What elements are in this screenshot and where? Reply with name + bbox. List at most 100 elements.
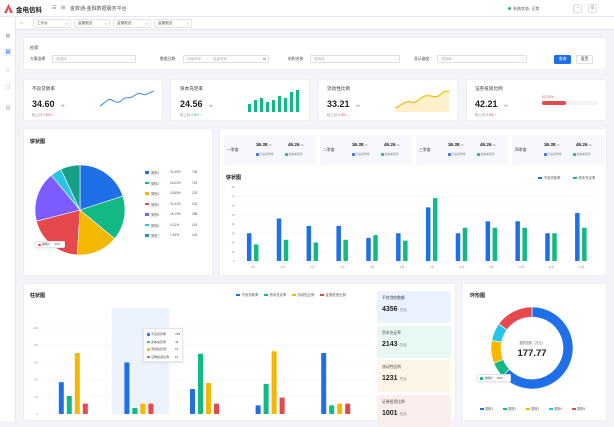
ring-segment[interactable] [498,306,533,331]
org-select[interactable]: 请选择 ⌄ [310,55,400,63]
date-range-input[interactable]: 开始时间 – 结束时间 ▦ [183,55,269,63]
bar[interactable] [425,207,431,261]
monthly-bar-chart: 0 10 20 30 40 50 60 70 80 1月 2月 3月 4月 5月 6月 7月 8月 9月 10月 11… [232,185,596,269]
pie-slice[interactable] [34,174,81,222]
kpi-value: 34.60 [32,99,55,109]
pie-slice[interactable] [79,164,124,211]
sidebar-file-icon[interactable]: ▢ [5,84,11,90]
sidebar-document-icon[interactable]: ▤ [4,48,12,56]
legend-label: 类别4 [554,407,563,411]
tab-report-2[interactable]: 监管报送 × [113,19,151,28]
bar[interactable] [396,233,401,261]
menu-icon[interactable]: ☰ [52,5,57,11]
close-icon[interactable]: × [65,21,68,26]
column-bar[interactable] [74,352,80,414]
legend-label: 类别2 [151,181,160,186]
reset-button[interactable]: 重置 [576,55,593,64]
column-bar[interactable] [345,403,351,414]
ring-segment[interactable] [490,339,504,364]
ring-chart [490,306,574,390]
bar[interactable] [373,235,378,261]
quarter-value-a: 36.38% [448,142,464,147]
sidebar-chart-icon[interactable]: ▥ [5,105,11,111]
column-bar[interactable] [329,405,335,414]
bar[interactable] [575,212,580,261]
column-bar[interactable] [58,382,64,414]
bar[interactable] [343,239,348,261]
quarter-value-a-number: 36.38 [352,142,364,147]
column-tooltip: 不良贷款率 768 资本充足率 43 流动性比例 12 证券投资比例 12 [143,328,183,362]
column-bar[interactable] [255,405,261,414]
close-icon[interactable]: × [186,21,189,26]
bar[interactable] [403,240,408,261]
quarter-value-b: 45.26% [480,142,496,147]
summary-card-title: 不良贷款数额 [382,296,405,300]
bar[interactable] [552,233,557,261]
column-bar[interactable] [263,383,269,414]
quarter-sub-a-label: 不良贷款率 [547,152,562,156]
bar[interactable] [432,198,438,261]
notification-button[interactable]: ◔ [573,4,582,13]
settings-button[interactable]: ⚙ [588,4,597,13]
column-bar[interactable] [279,397,285,414]
x-tick-label: 11月 [548,265,554,269]
bar[interactable] [485,221,491,261]
column-bar[interactable] [206,383,211,414]
bar[interactable] [455,233,461,261]
chevron-down-icon: ⌄ [521,57,524,61]
pie-slice[interactable] [79,195,126,240]
quarter-sub-a-label: 不良贷款率 [259,152,274,156]
column-bar[interactable] [198,353,203,414]
bar[interactable] [582,227,587,261]
bar[interactable] [462,227,468,261]
bar[interactable] [253,244,259,261]
pie-slice[interactable] [60,164,81,211]
dot-icon [381,153,384,156]
column-bar[interactable] [66,395,72,414]
query-button[interactable]: 查询 [554,55,571,64]
column-bar[interactable] [148,403,154,414]
tab-report-1[interactable]: 监管报送 × [74,19,110,28]
legend-swatch [292,293,296,297]
close-icon[interactable]: × [104,21,107,26]
pie-legend-item: 类别5 18.10% 258 [145,212,209,218]
column-bar[interactable] [271,351,277,414]
bar[interactable] [492,227,498,261]
sidebar-grid-icon[interactable]: ▦ [5,33,11,39]
bar[interactable] [246,233,252,261]
summary-card-value: 1231 万元 [382,375,407,382]
home-icon[interactable]: ⌂ [20,20,24,26]
bar[interactable] [522,227,527,261]
tab-workbench[interactable]: 工作台 × [33,19,71,28]
chevron-down-icon: ⌄ [130,57,133,61]
column-bar[interactable] [82,403,88,414]
tooltip-row: 证券投资比例 12 [147,355,183,361]
column-bar[interactable] [214,403,219,414]
bar[interactable] [515,221,520,261]
column-bar[interactable] [132,407,138,414]
dimension-select[interactable]: 请选择 ⌄ [437,55,527,63]
column-bar[interactable] [190,389,195,414]
bar[interactable] [366,237,371,261]
top-bar: 金电信科 ☰ ⊞ 金数通-金融数据服务平台 系统状态: 正常 ◔ ⚙ [0,0,614,17]
quarter-sub-a: 不良贷款率 [544,152,562,156]
summary-card-number: 1001 [382,409,398,417]
tab-report-3[interactable]: 监管报送 × [154,19,192,28]
column-bar[interactable] [124,362,130,414]
column-bar[interactable] [321,352,327,414]
bar[interactable] [306,225,312,261]
apps-icon[interactable]: ⊞ [61,5,66,11]
bar[interactable] [276,218,282,261]
sidebar-shield-icon[interactable]: ◇ [6,67,10,73]
close-icon[interactable]: × [145,21,148,26]
column-bar[interactable] [140,403,146,414]
summary-card-title: 证券投资比例 [382,399,405,404]
legend-label: 类别3 [151,192,160,196]
summary-card: 流动性比例 1231 万元 [377,360,451,392]
bar[interactable] [336,225,341,261]
bar[interactable] [313,242,319,262]
plan-select[interactable]: 请选择 ⌄ [52,55,136,63]
column-bar[interactable] [337,403,343,414]
bar[interactable] [283,239,289,261]
bar[interactable] [545,233,550,261]
